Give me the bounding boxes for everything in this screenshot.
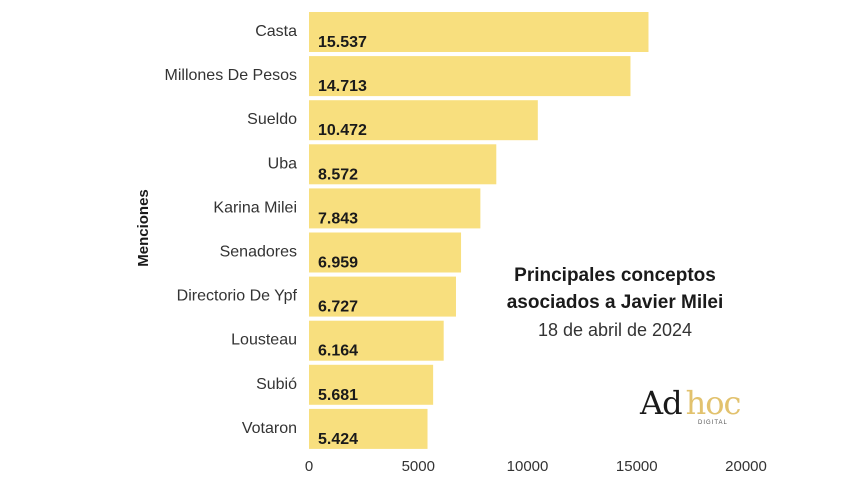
category-label: Uba bbox=[268, 155, 297, 172]
bar bbox=[309, 56, 631, 97]
category-label: Subió bbox=[256, 376, 297, 393]
value-label: 14.713 bbox=[318, 78, 367, 95]
logo-word-hoc: hoc bbox=[685, 384, 742, 422]
x-axis-ticks: 0 5000 10000 15000 20000 bbox=[305, 458, 767, 475]
bar bbox=[309, 408, 428, 449]
logo-word-ad: Ad bbox=[640, 384, 683, 422]
bar bbox=[309, 144, 497, 185]
x-tick-label: 10000 bbox=[507, 458, 549, 475]
value-label: 5.681 bbox=[318, 387, 358, 404]
bar bbox=[309, 276, 456, 317]
chart-title-block: Principales conceptos asociados a Javier… bbox=[470, 262, 760, 344]
value-label: 6.959 bbox=[318, 255, 358, 272]
chart-title: Principales conceptos asociados a Javier… bbox=[506, 265, 724, 313]
bars-group: Casta 15.537 Millones De Pesos 14.713 Sueldo… bbox=[165, 12, 649, 449]
value-label: 6.727 bbox=[318, 299, 358, 316]
value-label: 7.843 bbox=[318, 210, 358, 227]
x-tick-label: 0 bbox=[305, 458, 313, 475]
bar bbox=[309, 232, 462, 273]
category-label: Karina Milei bbox=[213, 199, 297, 216]
bar bbox=[309, 320, 444, 361]
value-label: 6.164 bbox=[318, 343, 358, 360]
category-label: Directorio De Ypf bbox=[177, 288, 298, 305]
x-tick-label: 15000 bbox=[616, 458, 658, 475]
category-label: Casta bbox=[255, 23, 297, 40]
category-label: Lousteau bbox=[231, 332, 297, 349]
category-label: Votaron bbox=[242, 420, 297, 437]
category-label: Senadores bbox=[220, 244, 297, 261]
bar bbox=[309, 100, 538, 141]
category-label: Millones De Pesos bbox=[165, 67, 298, 84]
value-label: 10.472 bbox=[318, 122, 367, 139]
logo-tagline: DIGITAL bbox=[698, 420, 728, 426]
x-tick-label: 5000 bbox=[402, 458, 435, 475]
bar bbox=[309, 12, 649, 52]
category-label: Sueldo bbox=[247, 111, 297, 128]
value-label: 8.572 bbox=[318, 166, 358, 183]
value-label: 15.537 bbox=[318, 34, 367, 51]
x-tick-label: 20000 bbox=[725, 458, 767, 475]
value-label: 5.424 bbox=[318, 431, 358, 448]
chart-subtitle: 18 de abril de 2024 bbox=[537, 320, 693, 340]
y-axis-label: Menciones bbox=[135, 189, 152, 267]
bar bbox=[309, 364, 434, 405]
adhoc-logo: Ad hoc DIGITAL bbox=[640, 384, 770, 434]
bar bbox=[309, 188, 481, 229]
